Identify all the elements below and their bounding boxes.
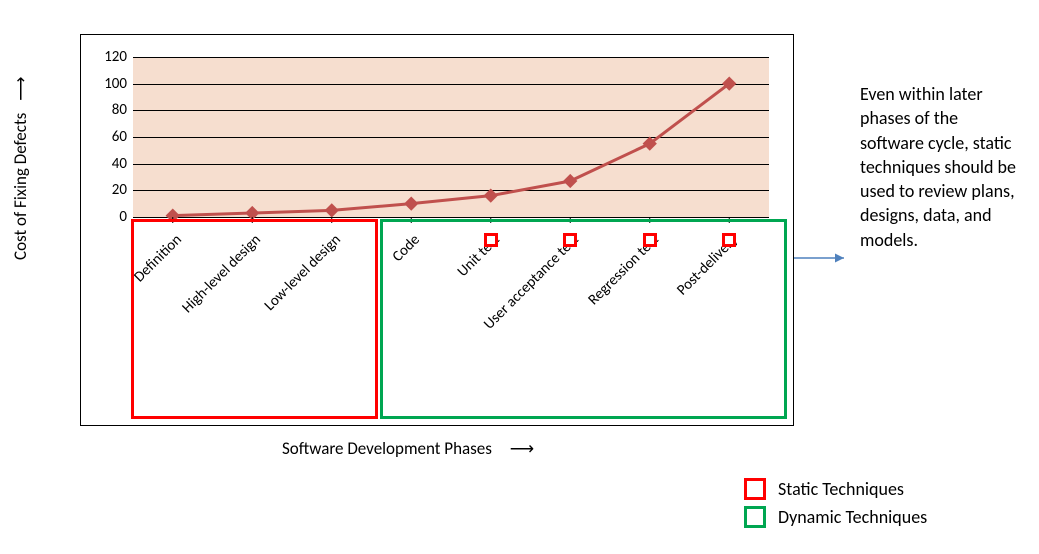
static-marker-icon: [722, 233, 736, 247]
y-axis-title-text: Cost of Fixing Defects: [10, 113, 31, 260]
y-tick-label: 60: [99, 128, 127, 146]
static-marker-icon: [563, 233, 577, 247]
series-line: [173, 84, 730, 216]
legend-swatch: [744, 506, 766, 528]
legend-swatch: [744, 478, 766, 500]
legend-label: Static Techniques: [778, 478, 904, 500]
arrow-right-glyph: ⟶: [510, 438, 534, 459]
chart-frame: 020406080100120 DefinitionHigh-level des…: [80, 34, 794, 426]
annotation-text: Even within later phases of the software…: [860, 82, 1025, 252]
legend-item: Static Techniques: [744, 478, 927, 500]
x-axis-title-text: Software Development Phases: [282, 438, 492, 459]
data-marker: [563, 174, 577, 188]
annotation-content: Even within later phases of the software…: [860, 83, 1016, 251]
arrow-up-glyph: ⟶: [10, 76, 31, 100]
y-tick-label: 40: [99, 155, 127, 173]
y-tick-label: 80: [99, 101, 127, 119]
y-tick-label: 100: [99, 75, 127, 93]
legend-item: Dynamic Techniques: [744, 506, 927, 528]
legend: Static Techniques Dynamic Techniques: [744, 478, 927, 534]
static-techniques-box: [131, 219, 378, 419]
data-marker: [325, 203, 339, 217]
legend-label: Dynamic Techniques: [778, 506, 927, 528]
callout-arrow: [794, 248, 854, 268]
x-axis-title: Software Development Phases ⟶: [282, 438, 534, 459]
figure-container: Cost of Fixing Defects ⟶ 0 20 40 60 80 100 120…: [0, 0, 1039, 554]
static-marker-icon: [643, 233, 657, 247]
y-tick-label: 20: [99, 181, 127, 199]
line-chart: [133, 57, 769, 217]
data-marker: [484, 189, 498, 203]
y-tick-label: 120: [99, 48, 127, 66]
dynamic-techniques-box: [380, 219, 788, 419]
static-marker-icon: [484, 233, 498, 247]
data-marker: [404, 197, 418, 211]
y-axis-title: Cost of Fixing Defects ⟶: [10, 76, 31, 260]
y-tick-label: 0: [99, 208, 127, 226]
